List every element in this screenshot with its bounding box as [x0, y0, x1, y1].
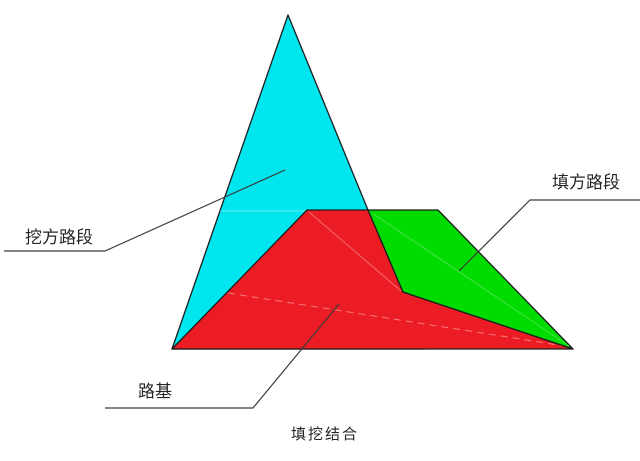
- figure-caption: 填挖结合: [291, 427, 360, 443]
- leader-fill-section: [458, 199, 640, 272]
- leader-cut-section: [4, 169, 286, 252]
- roadbed-toe-dashed-line: [227, 292, 572, 348]
- leader-roadbed: [105, 303, 340, 409]
- fill-slope-hidden-edge: [371, 212, 570, 347]
- fill-section-label: 填方路段: [552, 173, 620, 192]
- cut-section-label: 挖方路段: [25, 228, 93, 247]
- roadbed-hidden-edge: [308, 211, 402, 292]
- roadbed-label: 路基: [138, 382, 172, 401]
- fill-slope-body: [367, 209, 574, 350]
